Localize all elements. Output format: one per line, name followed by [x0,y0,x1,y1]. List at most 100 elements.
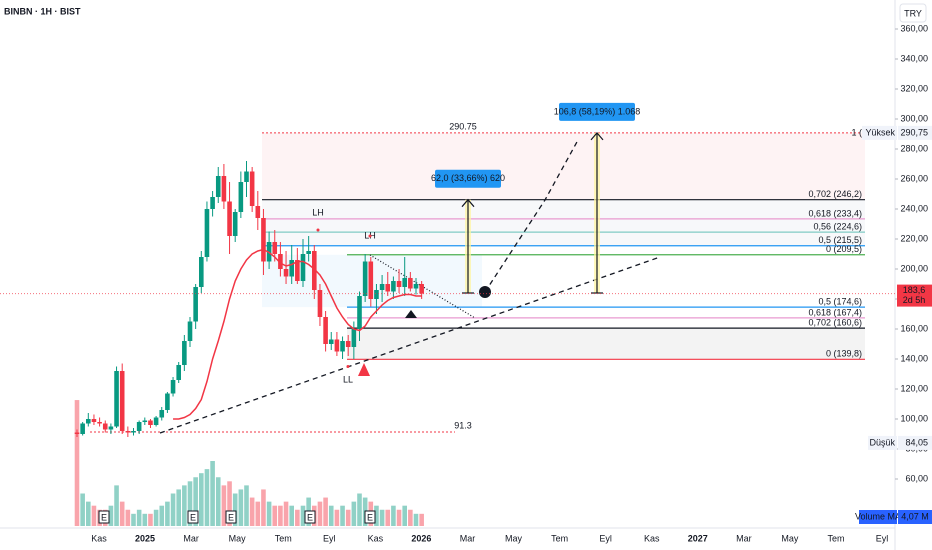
volume-bar [396,509,402,526]
candle-body [227,201,232,236]
candle-body [80,423,85,434]
volume-ma-box [859,510,897,524]
level-label: 0,702 (246,2) [808,189,862,199]
volume-bar [176,489,181,526]
candle-body [334,339,340,352]
volume-bar [80,493,85,526]
volume-bar [345,509,351,526]
volume-bar [119,501,125,526]
y-tick-label: 120,00 [900,383,928,393]
projection-label: 62,0 (33,66%) 620 [431,173,505,183]
projection-label: 106,8 (58,19%) 1.068 [554,106,641,116]
x-tick-label: Kas [368,533,384,543]
volume-bar [227,481,232,526]
volume-bar [334,509,340,526]
event-box[interactable] [364,510,376,524]
chart-title: BINBN · 1H · BIST [4,6,81,16]
candle-body [402,278,407,287]
high-tag-box [862,125,897,140]
zone-mid [262,199,865,246]
candle-body [232,212,238,236]
level-label: 0,702 (160,6) [808,317,862,327]
volume-bar [170,493,176,526]
high-tag-value: 290,75 [900,127,928,137]
level-label: 0,618 (233,4) [808,208,862,218]
volume-bar [131,513,136,526]
event-label[interactable]: E [101,512,107,522]
event-label[interactable]: E [307,512,313,522]
candle-body [408,278,413,289]
level-label: 0,56 (224,6) [813,221,862,231]
volume-ma-value: 4,07 M [901,511,929,521]
projection-box [435,169,501,188]
event-box[interactable] [225,510,237,524]
candle-body [312,251,317,290]
candle-body [102,423,108,430]
low-tag-box [868,435,897,450]
candle-body [187,321,193,341]
candle-body [413,284,419,289]
x-tick-label: 2026 [411,533,431,543]
volume-bar [255,501,261,526]
volume-bar [295,509,300,526]
volume-ma-label: Volume MA [855,511,901,521]
volume-bar [232,493,238,526]
event-label[interactable]: E [367,512,373,522]
volume-bar [165,501,170,526]
volume-bar [238,489,244,526]
question-mark: ? [482,287,488,297]
event-box[interactable] [98,510,110,524]
candle-body [176,365,181,380]
x-tick-label: Eyl [323,533,336,543]
pivot-label: LH [312,207,324,217]
candle-body [204,209,210,257]
volume-bar [340,505,345,526]
high-tag-label: Yüksek [865,127,895,137]
candle-body [396,281,402,287]
volume-bar [408,509,413,526]
currency[interactable]: TRY [904,8,922,18]
event-label[interactable]: E [228,512,234,522]
candle-body [419,284,424,294]
candle-body [351,329,357,347]
candle-body [159,410,165,418]
candle-body [323,317,328,344]
y-tick-label: 260,00 [900,173,928,183]
x-tick-label: May [229,533,247,543]
x-tick-label: 2025 [135,533,155,543]
candle-body [119,371,125,431]
y-tick-label: 320,00 [900,83,928,93]
y-tick-label: 100,00 [900,413,928,423]
trend-line [159,256,661,434]
event-box[interactable] [187,510,199,524]
volume-bar [328,505,334,526]
candle-body [278,254,283,269]
volume-bar [300,505,306,526]
low-tag-label: Düşük [869,437,895,447]
candle-body [131,431,136,433]
volume-bar [86,501,91,526]
candle-body [244,171,249,182]
event-label[interactable]: E [190,512,196,522]
candle-body [170,380,176,394]
volume-bar [199,473,204,526]
currency-box[interactable] [899,3,927,23]
moving-average [173,248,422,420]
pivot-point [346,365,350,368]
y-tick-label: 60,00 [905,473,928,483]
event-box[interactable] [304,510,316,524]
level-label: 0 (209,5) [826,244,862,254]
candle-body [261,218,266,262]
volume-bar [204,469,210,526]
volume-bar [91,505,97,526]
volume-bar [142,513,148,526]
zone-lower [347,328,865,360]
candle-body [345,341,351,347]
volume-bar [357,493,362,526]
arrow-head [461,198,475,208]
y-tick-label: 160,00 [900,323,928,333]
volume-bar [289,505,294,526]
volume-bar [114,485,119,526]
candle-body [283,269,289,277]
